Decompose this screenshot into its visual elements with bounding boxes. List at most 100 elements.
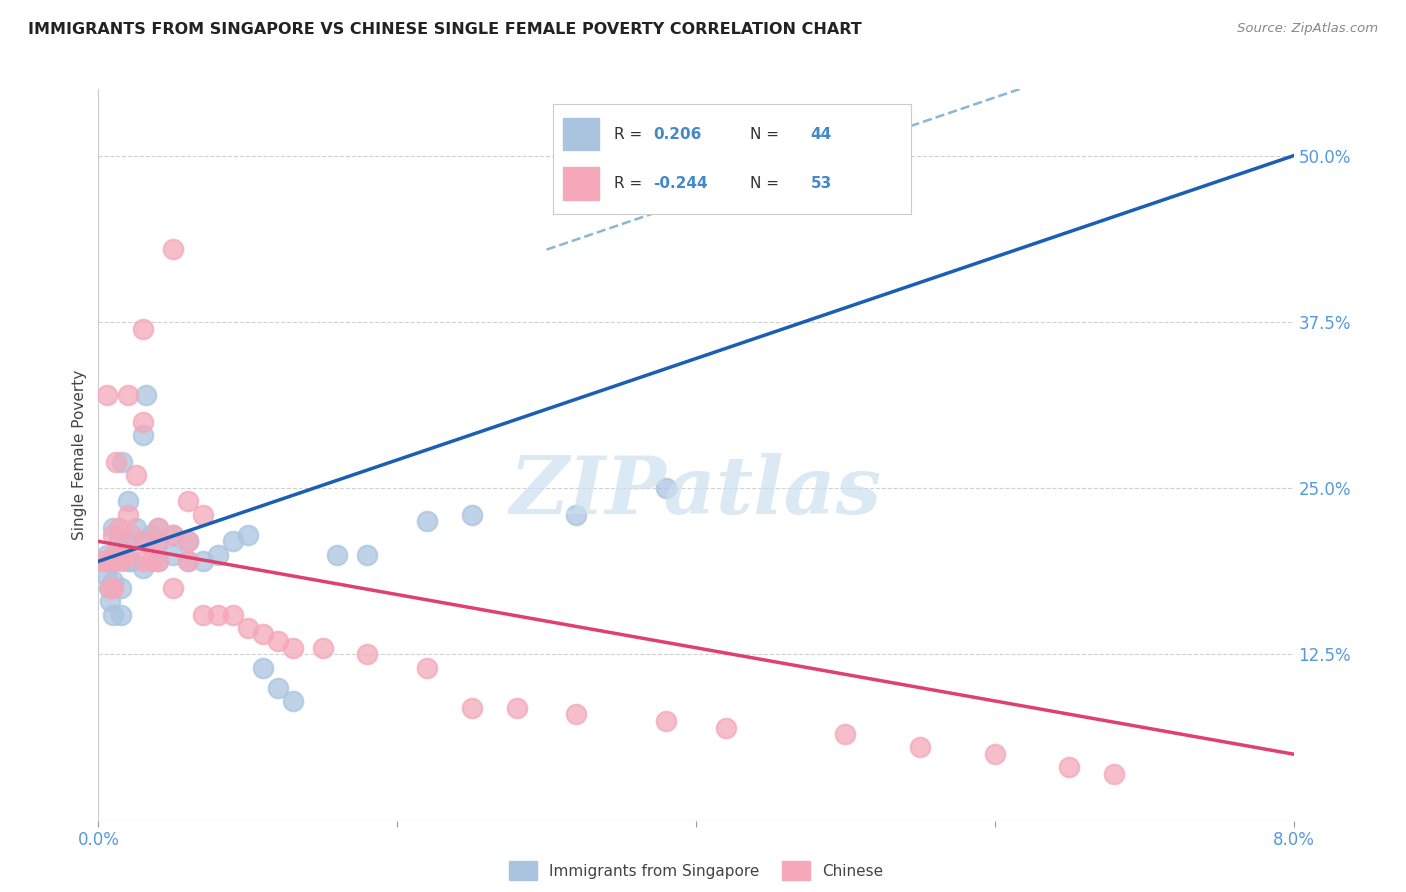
Point	[103, 607, 125, 622]
Point	[222, 607, 245, 622]
Point	[132, 415, 155, 429]
Point	[267, 634, 290, 648]
Point	[96, 388, 118, 402]
Point	[103, 521, 125, 535]
Point	[94, 567, 117, 582]
Point	[162, 242, 184, 256]
Point	[461, 700, 484, 714]
Point	[281, 640, 304, 655]
Point	[96, 548, 118, 562]
Point	[191, 607, 214, 622]
Point	[565, 508, 588, 522]
Point	[461, 508, 484, 522]
Point	[908, 740, 931, 755]
Point	[148, 521, 170, 535]
Point	[356, 648, 378, 662]
Point	[103, 527, 125, 541]
Point	[94, 554, 117, 568]
Point	[103, 548, 125, 562]
Point	[108, 534, 131, 549]
Point	[111, 548, 134, 562]
Point	[103, 554, 125, 568]
Point	[103, 554, 125, 568]
Point	[103, 574, 125, 589]
Point	[139, 527, 162, 541]
Point	[148, 554, 170, 568]
Point	[117, 494, 139, 508]
Point	[834, 727, 856, 741]
Point	[162, 548, 184, 562]
Point	[110, 607, 132, 622]
Point	[655, 481, 678, 495]
Point	[236, 621, 259, 635]
Point	[91, 554, 114, 568]
Point	[111, 454, 134, 468]
Point	[207, 607, 229, 622]
Point	[267, 681, 290, 695]
Point	[191, 508, 214, 522]
Y-axis label: Single Female Poverty: Single Female Poverty	[72, 370, 87, 540]
Point	[117, 554, 139, 568]
Point	[139, 554, 162, 568]
Point	[117, 534, 139, 549]
Point	[416, 661, 439, 675]
Point	[103, 581, 125, 595]
Point	[162, 527, 184, 541]
Point	[281, 694, 304, 708]
Point	[207, 548, 229, 562]
Point	[117, 388, 139, 402]
Point	[177, 494, 200, 508]
Point	[177, 554, 200, 568]
Point	[506, 700, 529, 714]
Point	[132, 428, 155, 442]
Point	[125, 467, 148, 482]
Point	[565, 707, 588, 722]
Point	[655, 714, 678, 728]
Point	[98, 594, 122, 608]
Point	[1059, 760, 1081, 774]
Point	[98, 581, 122, 595]
Point	[714, 721, 737, 735]
Point	[236, 527, 259, 541]
Point	[135, 388, 157, 402]
Point	[132, 561, 155, 575]
Point	[148, 534, 170, 549]
Point	[120, 554, 142, 568]
Point	[110, 554, 132, 568]
Point	[105, 454, 128, 468]
Point	[148, 554, 170, 568]
Point	[148, 534, 170, 549]
Text: Source: ZipAtlas.com: Source: ZipAtlas.com	[1237, 22, 1378, 36]
Point	[416, 515, 439, 529]
Point	[162, 527, 184, 541]
Point	[1102, 767, 1125, 781]
Point	[110, 581, 132, 595]
Point	[311, 640, 333, 655]
Point	[356, 548, 378, 562]
Point	[252, 627, 274, 641]
Point	[93, 554, 115, 568]
Point	[222, 534, 245, 549]
Point	[162, 581, 184, 595]
Point	[97, 581, 120, 595]
Point	[117, 508, 139, 522]
Point	[191, 554, 214, 568]
Point	[177, 534, 200, 549]
Text: ZIPatlas: ZIPatlas	[510, 453, 882, 530]
Point	[108, 521, 131, 535]
Point	[120, 527, 142, 541]
Point	[252, 661, 274, 675]
Point	[326, 548, 349, 562]
Point	[132, 321, 155, 335]
Point	[148, 521, 170, 535]
Point	[135, 534, 157, 549]
Point	[177, 534, 200, 549]
Legend: Immigrants from Singapore, Chinese: Immigrants from Singapore, Chinese	[503, 855, 889, 886]
Point	[983, 747, 1005, 761]
Point	[125, 521, 148, 535]
Point	[97, 554, 120, 568]
Point	[117, 548, 139, 562]
Point	[132, 534, 155, 549]
Text: IMMIGRANTS FROM SINGAPORE VS CHINESE SINGLE FEMALE POVERTY CORRELATION CHART: IMMIGRANTS FROM SINGAPORE VS CHINESE SIN…	[28, 22, 862, 37]
Point	[105, 548, 128, 562]
